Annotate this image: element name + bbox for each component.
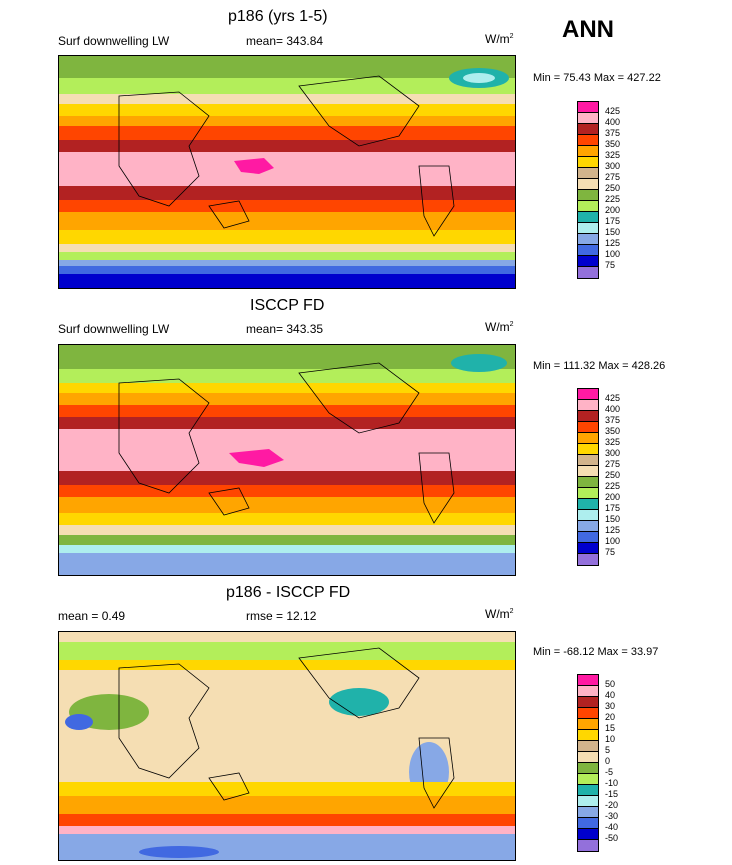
colorbar-label: 300 — [605, 161, 621, 171]
panel-1-colorbar-labels: 425 400 375 350 325 300 275 250 225 200 175 150 125 1… — [605, 106, 620, 271]
colorbar-label: 5 — [605, 745, 611, 755]
panel-2-mean: mean= 343.35 — [246, 322, 324, 336]
panel-2-map — [58, 344, 516, 576]
panel-2-title: ISCCP FD — [250, 297, 325, 314]
colorbar-label: -50 — [605, 833, 619, 843]
colorbar-label: 40 — [605, 690, 616, 700]
colorbar-label: 200 — [605, 492, 621, 502]
colorbar-label: 15 — [605, 723, 616, 733]
colorbar-label: 400 — [605, 404, 621, 414]
colorbar-label: 150 — [605, 514, 621, 524]
colorbar-label: -5 — [605, 767, 614, 777]
panel-3-title: p186 - ISCCP FD — [226, 584, 351, 601]
colorbar-label: 10 — [605, 734, 616, 744]
panel-3-minmax: Min = -68.12 Max = 33.97 — [533, 646, 659, 658]
colorbar-label: 75 — [605, 260, 616, 270]
panel-3-rmse: rmse = 12.12 — [246, 609, 317, 623]
panel-3-colorbar-labels: 50 40 30 20 15 10 5 0 -5 -10 -15 -20 -30 -40 -50 — [605, 679, 618, 844]
colorbar-label: 275 — [605, 459, 621, 469]
season-label: ANN — [562, 16, 614, 43]
colorbar-label: 175 — [605, 503, 621, 513]
colorbar-label: 350 — [605, 139, 621, 149]
colorbar-label: 375 — [605, 415, 621, 425]
panel-1-left-label: Surf downwelling LW — [58, 34, 170, 48]
colorbar-label: 300 — [605, 448, 621, 458]
colorbar-label: 0 — [605, 756, 611, 766]
panel-1-units: W/m2 — [485, 32, 514, 46]
colorbar-label: 20 — [605, 712, 616, 722]
colorbar-label: 125 — [605, 238, 621, 248]
colorbar-label: 30 — [605, 701, 616, 711]
colorbar-label: 225 — [605, 481, 621, 491]
colorbar-label: 175 — [605, 216, 621, 226]
colorbar-label: 425 — [605, 393, 621, 403]
colorbar-label: 425 — [605, 106, 621, 116]
colorbar-label: -15 — [605, 789, 619, 799]
colorbar-label: -40 — [605, 822, 619, 832]
colorbar-label: 125 — [605, 525, 621, 535]
colorbar-label: 50 — [605, 679, 616, 689]
panel-3-colorbar — [577, 674, 599, 852]
panel-2-units: W/m2 — [485, 320, 514, 334]
colorbar-label: 150 — [605, 227, 621, 237]
panel-3-units: W/m2 — [485, 607, 514, 621]
colorbar-label: 100 — [605, 249, 621, 259]
colorbar-label: 75 — [605, 547, 616, 557]
colorbar-label: -10 — [605, 778, 619, 788]
panel-1-colorbar — [577, 101, 599, 279]
panel-2-left-label: Surf downwelling LW — [58, 322, 170, 336]
colorbar-label: -20 — [605, 800, 619, 810]
panel-3-map — [58, 631, 516, 861]
colorbar-label: 250 — [605, 470, 621, 480]
colorbar-label: 325 — [605, 437, 621, 447]
colorbar-label: 200 — [605, 205, 621, 215]
colorbar-label: 325 — [605, 150, 621, 160]
panel-1-title: p186 (yrs 1-5) — [228, 8, 328, 25]
panel-1-map — [58, 55, 516, 289]
colorbar-label: -30 — [605, 811, 619, 821]
colorbar-label: 400 — [605, 117, 621, 127]
colorbar-label: 225 — [605, 194, 621, 204]
colorbar-label: 100 — [605, 536, 621, 546]
panel-2-minmax: Min = 111.32 Max = 428.26 — [533, 360, 666, 372]
colorbar-label: 250 — [605, 183, 621, 193]
colorbar-label: 275 — [605, 172, 621, 182]
panel-2-colorbar — [577, 388, 599, 566]
panel-1-mean: mean= 343.84 — [246, 34, 324, 48]
colorbar-label: 375 — [605, 128, 621, 138]
panel-3-mean: mean = 0.49 — [58, 609, 126, 623]
panel-1-minmax: Min = 75.43 Max = 427.22 — [533, 72, 661, 84]
panel-2-colorbar-labels: 425 400 375 350 325 300 275 250 225 200 175 150 125 1… — [605, 393, 620, 558]
colorbar-label: 350 — [605, 426, 621, 436]
